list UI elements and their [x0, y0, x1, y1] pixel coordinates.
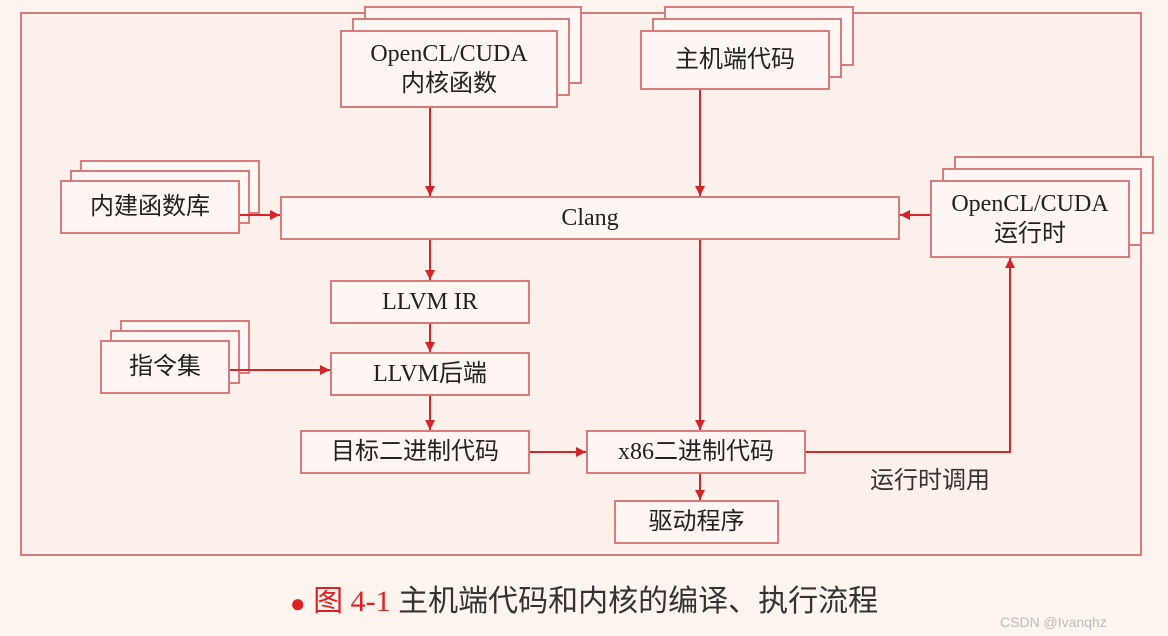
bullet-icon: ● — [290, 589, 306, 618]
figure-label: 图 4-1 — [313, 585, 391, 618]
doc-front: OpenCL/CUDA 内核函数 — [340, 30, 558, 108]
node-clang: Clang — [280, 196, 900, 240]
node-x86-bin: x86二进制代码 — [586, 430, 806, 474]
node-label: 驱动程序 — [649, 507, 745, 537]
watermark: CSDN @Ivanqhz — [1000, 614, 1107, 630]
doc-isa: 指令集 — [100, 320, 250, 394]
node-label: 目标二进制代码 — [331, 437, 499, 467]
node-label: LLVM IR — [382, 287, 478, 317]
node-label: Clang — [561, 203, 618, 233]
node-target-bin: 目标二进制代码 — [300, 430, 530, 474]
doc-front: OpenCL/CUDA 运行时 — [930, 180, 1130, 258]
doc-front: 指令集 — [100, 340, 230, 394]
doc-opencl-kernels: OpenCL/CUDA 内核函数 — [340, 6, 582, 108]
doc-front: 内建函数库 — [60, 180, 240, 234]
node-label: x86二进制代码 — [618, 437, 774, 467]
doc-front: 主机端代码 — [640, 30, 830, 90]
node-llvm-backend: LLVM后端 — [330, 352, 530, 396]
node-llvm-ir: LLVM IR — [330, 280, 530, 324]
doc-host-code: 主机端代码 — [640, 6, 854, 90]
doc-runtime: OpenCL/CUDA 运行时 — [930, 156, 1154, 258]
figure-caption: ● 图 4-1 主机端代码和内核的编译、执行流程 — [0, 576, 1168, 620]
doc-builtin-lib: 内建函数库 — [60, 160, 260, 234]
node-driver: 驱动程序 — [614, 500, 779, 544]
edge-label: 运行时调用 — [870, 460, 990, 495]
node-label: LLVM后端 — [373, 359, 487, 389]
caption-text: 主机端代码和内核的编译、执行流程 — [398, 585, 878, 618]
